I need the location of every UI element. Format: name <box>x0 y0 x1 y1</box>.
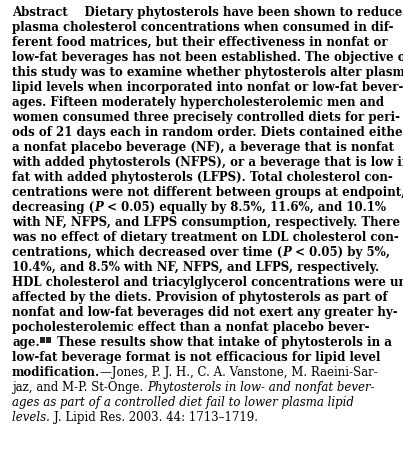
Text: ferent food matrices, but their effectiveness in nonfat or: ferent food matrices, but their effectiv… <box>12 36 388 49</box>
Text: lipid levels when incorporated into nonfat or low-fat bever-: lipid levels when incorporated into nonf… <box>12 81 403 94</box>
Text: low-fat beverage format is not efficacious for lipid level: low-fat beverage format is not efficacio… <box>12 350 380 364</box>
Text: plasma cholesterol concentrations when consumed in dif-: plasma cholesterol concentrations when c… <box>12 21 394 34</box>
Text: Abstract: Abstract <box>12 6 68 19</box>
Text: HDL cholesterol and triacylglycerol concentrations were un-: HDL cholesterol and triacylglycerol conc… <box>12 276 403 288</box>
Text: was no effect of dietary treatment on LDL cholesterol con-: was no effect of dietary treatment on LD… <box>12 231 399 244</box>
Text: age.: age. <box>12 336 40 348</box>
Text: Dietary phytosterols have been shown to reduce: Dietary phytosterols have been shown to … <box>68 6 402 19</box>
Text: with added phytosterols (NFPS), or a beverage that is low in: with added phytosterols (NFPS), or a bev… <box>12 156 403 169</box>
Text: ages. Fifteen moderately hypercholesterolemic men and: ages. Fifteen moderately hypercholestero… <box>12 96 384 109</box>
Text: Phytosterols in low- and nonfat bever-: Phytosterols in low- and nonfat bever- <box>147 381 375 394</box>
Text: modification.: modification. <box>12 366 100 378</box>
Text: with NF, NFPS, and LFPS consumption, respectively. There: with NF, NFPS, and LFPS consumption, res… <box>12 216 400 228</box>
Text: affected by the diets. Provision of phytosterols as part of: affected by the diets. Provision of phyt… <box>12 290 388 304</box>
Text: low-fat beverages has not been established. The objective of: low-fat beverages has not been establish… <box>12 51 403 64</box>
Text: —Jones, P. J. H., C. A. Vanstone, M. Raeini-Sar-: —Jones, P. J. H., C. A. Vanstone, M. Rae… <box>100 366 378 378</box>
Text: nonfat and low-fat beverages did not exert any greater hy-: nonfat and low-fat beverages did not exe… <box>12 306 398 318</box>
Text: this study was to examine whether phytosterols alter plasma: this study was to examine whether phytos… <box>12 66 403 79</box>
Text: P: P <box>94 201 103 214</box>
Text: a nonfat placebo beverage (NF), a beverage that is nonfat: a nonfat placebo beverage (NF), a bevera… <box>12 141 394 154</box>
Text: 2003. 44: 1713–1719.: 2003. 44: 1713–1719. <box>125 410 258 424</box>
Text: P: P <box>283 246 291 258</box>
Text: centrations, which decreased over time (: centrations, which decreased over time ( <box>12 246 283 258</box>
Text: J. Lipid Res.: J. Lipid Res. <box>54 410 125 424</box>
Text: centrations were not different between groups at endpoint,: centrations were not different between g… <box>12 186 403 198</box>
Text: < 0.05) equally by 8.5%, 11.6%, and 10.1%: < 0.05) equally by 8.5%, 11.6%, and 10.1… <box>103 201 386 214</box>
Text: < 0.05) by 5%,: < 0.05) by 5%, <box>291 246 390 258</box>
Text: decreasing (: decreasing ( <box>12 201 94 214</box>
Text: ods of 21 days each in random order. Diets contained either: ods of 21 days each in random order. Die… <box>12 126 403 139</box>
Text: women consumed three precisely controlled diets for peri-: women consumed three precisely controlle… <box>12 111 400 124</box>
Text: jaz, and M-P. St-Onge.: jaz, and M-P. St-Onge. <box>12 381 147 394</box>
Text: These results show that intake of phytosterols in a: These results show that intake of phytos… <box>53 336 391 348</box>
Text: pocholesterolemic effect than a nonfat placebo bever-: pocholesterolemic effect than a nonfat p… <box>12 321 370 334</box>
Text: 10.4%, and 8.5% with NF, NFPS, and LFPS, respectively.: 10.4%, and 8.5% with NF, NFPS, and LFPS,… <box>12 261 379 274</box>
Text: fat with added phytosterols (LFPS). Total cholesterol con-: fat with added phytosterols (LFPS). Tota… <box>12 171 393 184</box>
Text: levels.: levels. <box>12 410 54 424</box>
Text: ages as part of a controlled diet fail to lower plasma lipid: ages as part of a controlled diet fail t… <box>12 396 354 408</box>
